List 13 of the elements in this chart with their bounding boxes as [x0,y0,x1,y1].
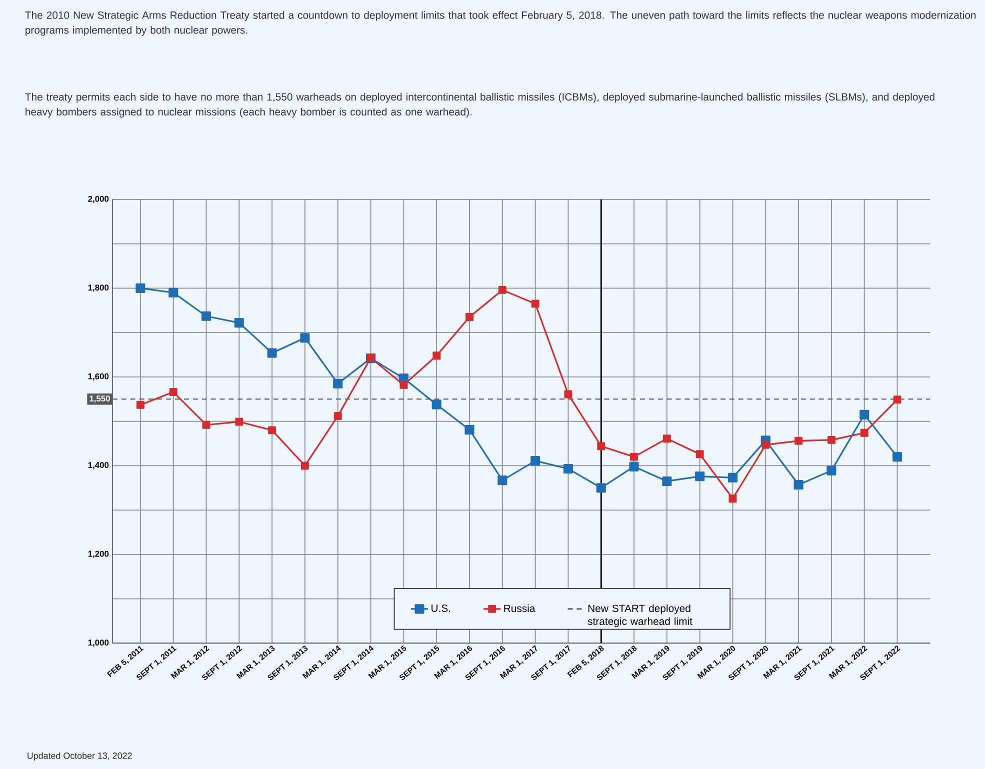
legend-label: Russia [504,604,536,612]
y-tick-label: 1,400 [88,462,109,470]
y-tick-label: 1,000 [88,640,109,647]
y-tick-label: 1,600 [88,373,109,381]
y-tick-label: 1,200 [88,550,109,558]
chart-title: The 2010 New Strategic Arms Reduction Treaty started a countdown to deployment limits that took effect February 5, 2018. The uneven path toward the limits reflects the nuclear weapons modernization programs implemented by both nuclear powers. [25,11,976,36]
legend-label: U.S. [432,604,450,612]
y-tick-label: 1,800 [88,284,109,292]
y-tick-label: 1,550 [90,396,110,403]
chart-subtitle: The treaty permits each side to have no more than 1,550 warheads on deployed intercontinental ballistic missiles (ICBMs), deployed submarine-launched ballistic missiles (SLBMs), and deployed heavy bombers assigned to nuclear missions (each heavy bomber is counted as one warhead). [25,93,934,118]
legend-label: New START deployed strategic warhead limit [588,604,692,628]
y-tick-label: 2,000 [88,196,109,204]
text: Updated October 13, 2022 [28,752,132,761]
